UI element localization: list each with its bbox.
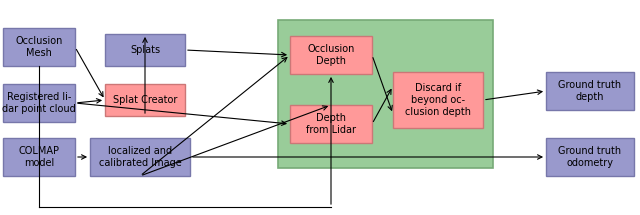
Bar [393, 72, 483, 128]
Bar [546, 138, 634, 176]
Bar [290, 36, 372, 74]
Text: Ground truth
odometry: Ground truth odometry [559, 146, 621, 168]
Bar [105, 34, 185, 66]
Bar [546, 72, 634, 110]
Bar [3, 138, 75, 176]
Text: COLMAP
model: COLMAP model [19, 146, 60, 168]
Text: Depth
from Lidar: Depth from Lidar [306, 113, 356, 135]
Text: Occlusion
Depth: Occlusion Depth [307, 44, 355, 66]
Bar [3, 84, 75, 122]
Text: Ground truth
depth: Ground truth depth [559, 80, 621, 102]
Bar [90, 138, 190, 176]
Text: Splat Creator: Splat Creator [113, 95, 177, 105]
Bar [3, 28, 75, 66]
Text: Discard if
beyond oc-
clusion depth: Discard if beyond oc- clusion depth [405, 83, 471, 117]
Text: Registered li-
dar point cloud: Registered li- dar point cloud [2, 92, 76, 114]
Bar [278, 20, 493, 168]
Bar [105, 84, 185, 116]
Text: Occlusion
Mesh: Occlusion Mesh [15, 36, 63, 58]
Text: localized and
calibrated Image: localized and calibrated Image [99, 146, 181, 168]
Bar [290, 105, 372, 143]
Text: Splats: Splats [130, 45, 160, 55]
